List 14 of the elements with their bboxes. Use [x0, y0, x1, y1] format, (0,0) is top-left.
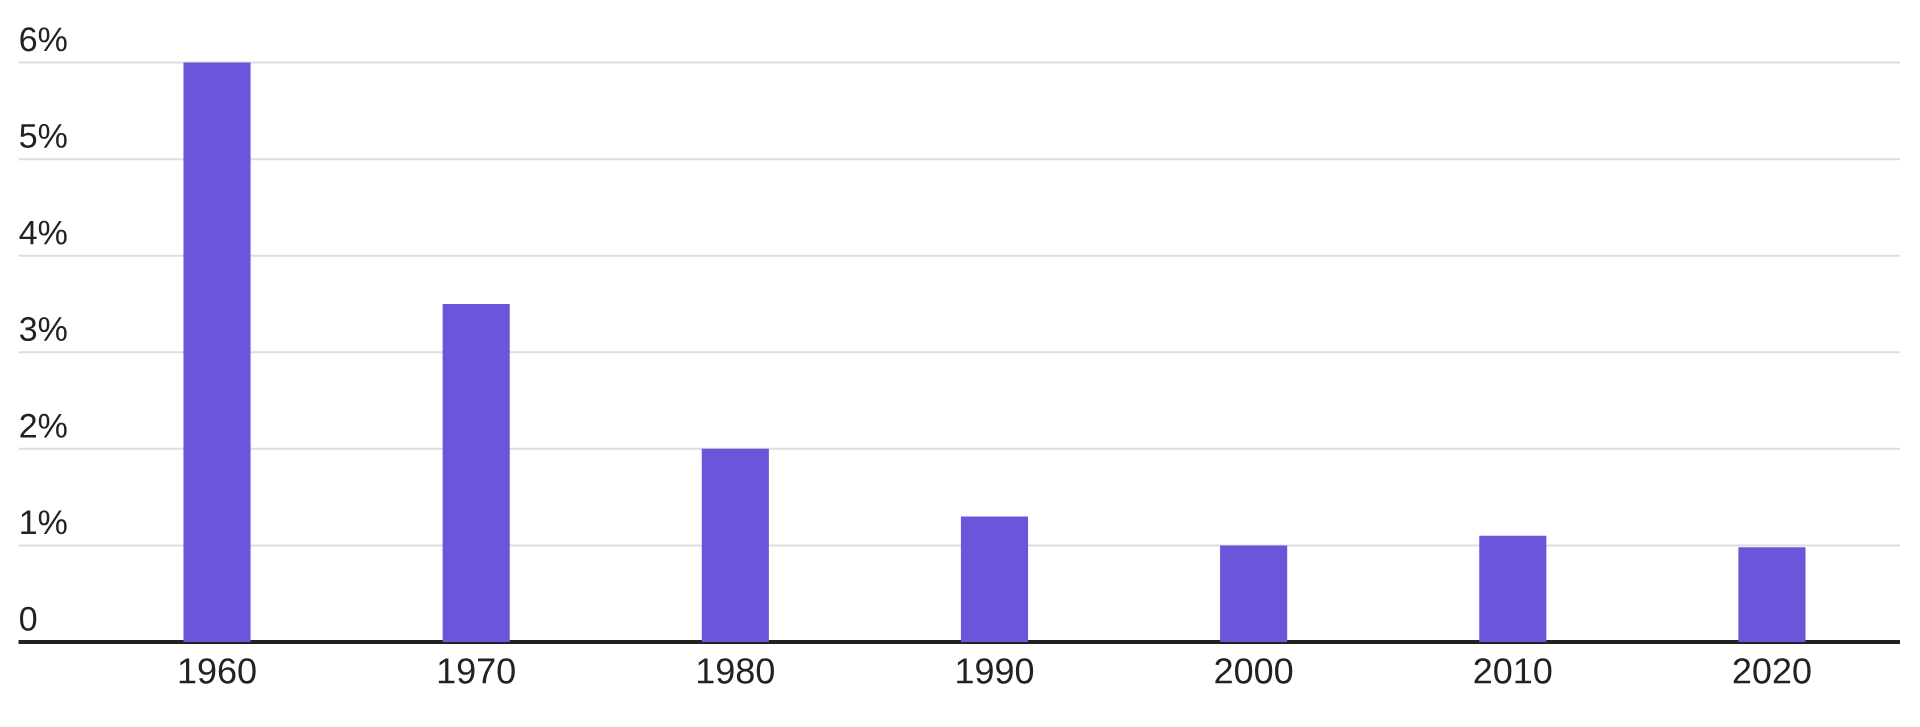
x-tick-label: 2000	[1215, 658, 1293, 684]
y-tick-label: 6%	[20, 27, 67, 52]
x-tick-label: 1990	[957, 658, 1034, 684]
x-tick-label: 1970	[438, 658, 515, 684]
y-tick-label: 3%	[20, 317, 67, 342]
x-tick-label: 2010	[1474, 658, 1552, 684]
x-tick-label: 1960	[179, 658, 256, 684]
y-tick-label: 4%	[19, 220, 67, 245]
y-tick-label: 1%	[21, 510, 67, 535]
x-tick-label: 1980	[698, 658, 774, 684]
y-tick-label: 0	[20, 606, 37, 631]
y-tick-label: 5%	[20, 124, 67, 148]
y-tick-label: 2%	[20, 413, 67, 438]
x-tick-label: 2020	[1733, 658, 1811, 684]
